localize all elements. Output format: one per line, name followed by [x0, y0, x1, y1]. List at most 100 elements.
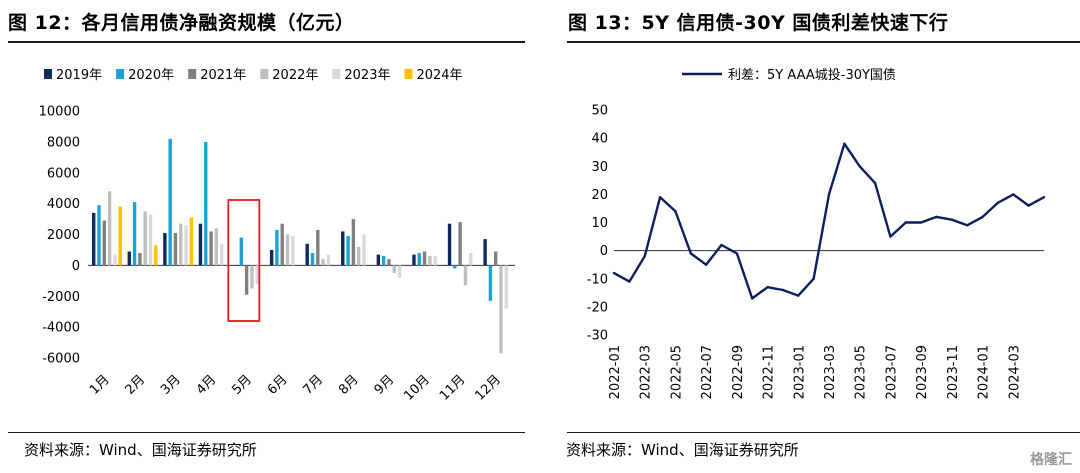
left-chart-panel: 图 12：各月信用债净融资规模（亿元） 2019年 2020年 2021年 2022年…	[8, 12, 525, 459]
bar-7月-2022年	[321, 259, 325, 266]
bar-3月-2022年	[179, 223, 183, 266]
data-point-2023-02	[812, 277, 815, 280]
y-tick-label-7: -4000	[42, 321, 80, 336]
y-tick-label-0: 10000	[39, 105, 80, 120]
y-tick-label-6: -10	[587, 272, 608, 287]
bar-8月-2021年	[351, 219, 356, 266]
left-title-rule	[8, 41, 525, 43]
bar-8月-2022年	[356, 246, 361, 266]
legend-label-0: 2019年	[56, 68, 102, 83]
data-point-2023-07	[889, 235, 892, 238]
x-tick-label-11: 12月	[473, 372, 504, 403]
bar-11月-2019年	[447, 223, 452, 266]
bar-1月-2022年	[107, 191, 112, 266]
y-tick-label-1: 40	[591, 132, 608, 147]
bar-legend: 2019年 2020年 2021年 2022年 2023年 2024年	[44, 68, 463, 83]
data-point-2024-04	[1027, 204, 1030, 207]
x-tick-label-5: 2022-11	[762, 345, 777, 399]
x-tick-label-7: 2023-03	[823, 345, 838, 399]
bar-9月-2019年	[376, 254, 381, 266]
x-tick-label-13: 2024-03	[1007, 345, 1022, 399]
left-chart-source: 资料来源：Wind、国海证券研究所	[24, 441, 257, 459]
x-tick-label-12: 2024-01	[977, 345, 992, 399]
right-chart-source: 资料来源：Wind、国海证券研究所	[566, 441, 799, 459]
bar-7月-2019年	[305, 243, 309, 266]
bar-12月-2021年	[494, 251, 498, 266]
y-tick-label-4: 2000	[47, 228, 80, 243]
bar-1月-2020年	[97, 205, 101, 266]
data-point-2024-03	[1012, 193, 1015, 196]
data-point-2024-01	[981, 215, 984, 219]
right-chart-title: 图 13：5Y 信用债-30Y 国债利差快速下行	[568, 12, 949, 34]
bar-1月-2021年	[102, 220, 106, 266]
y-tick-label-5: 0	[72, 259, 80, 274]
data-point-2023-01	[797, 294, 800, 297]
bar-4月-2021年	[209, 231, 213, 266]
bar-3月-2023年	[184, 225, 188, 266]
bar-9月-2021年	[387, 259, 391, 266]
y-tick-label-0: 50	[591, 104, 608, 119]
bar-6月-2023年	[291, 236, 295, 266]
right-source-rule	[567, 432, 1080, 433]
data-point-2022-04	[658, 195, 662, 199]
bar-11月-2020年	[453, 265, 457, 269]
bar-7月-2021年	[316, 229, 320, 266]
bar-6月-2021年	[280, 223, 284, 266]
x-tick-label-3: 2022-07	[700, 345, 715, 399]
x-tick-label-1: 2022-03	[639, 345, 654, 399]
x-tick-label-1: 2月	[123, 372, 149, 398]
data-point-2023-08	[904, 221, 907, 224]
legend-label-1: 2020年	[128, 68, 174, 83]
bar-6月-2020年	[275, 229, 279, 266]
legend-label-2: 2021年	[200, 68, 246, 83]
y-tick-label-2: 6000	[47, 166, 80, 181]
x-tick-label-8: 9月	[372, 372, 398, 398]
x-tick-label-4: 2022-09	[731, 345, 746, 399]
x-tick-label-0: 2022-01	[608, 345, 623, 399]
bar-10月-2023年	[433, 256, 437, 266]
bar-2月-2020年	[132, 202, 137, 266]
legend-swatch-3	[260, 69, 269, 79]
line-chart: 利差：5Y AAA城投-30Y国债50403020100-10-20-30202…	[587, 67, 1046, 399]
data-point-2022-08	[720, 243, 723, 247]
x-tick-label-11: 2023-11	[946, 345, 961, 399]
data-point-2023-09	[919, 221, 923, 224]
bar-chart: 2019年 2020年 2021年 2022年 2023年 2024年 10000 8000 6…	[39, 68, 515, 404]
x-tick-label-8: 2023-05	[854, 345, 869, 399]
x-tick-label-9: 2023-07	[884, 345, 899, 399]
highlight-box	[227, 199, 261, 322]
bar-3月-2024年	[189, 217, 194, 266]
bar-4月-2020年	[204, 141, 208, 266]
right-title-rule	[567, 41, 1080, 43]
x-tick-label-0: 1月	[87, 372, 113, 398]
x-tick-label-10: 2023-09	[915, 345, 930, 399]
data-point-2023-11	[950, 218, 954, 221]
bar-5月-2020年	[239, 237, 244, 266]
data-point-2022-02	[628, 280, 631, 283]
data-point-2023-05	[858, 165, 861, 168]
bar-3月-2021年	[173, 232, 178, 266]
bar-8月-2020年	[346, 236, 350, 266]
bar-8月-2019年	[341, 231, 345, 266]
bar-11月-2022年	[463, 265, 468, 286]
legend-swatch-1	[116, 69, 125, 79]
legend-label-3: 2022年	[272, 68, 318, 83]
y-tick-label-4: 10	[591, 216, 608, 231]
y-tick-label-6: -2000	[42, 290, 80, 305]
y-tick-label-7: -20	[587, 300, 608, 315]
x-tick-label-6: 2023-01	[792, 345, 807, 399]
bar-4月-2022年	[214, 228, 219, 266]
data-point-2022-12	[781, 288, 785, 292]
bar-6月-2019年	[269, 249, 274, 266]
bar-10月-2021年	[422, 251, 427, 266]
data-point-2022-03	[643, 255, 646, 258]
data-point-2022-11	[766, 285, 769, 289]
legend-swatch-0	[44, 69, 52, 79]
x-tick-label-2: 3月	[158, 372, 184, 398]
data-point-2024-02	[996, 201, 1000, 205]
data-point-2023-12	[966, 224, 969, 227]
bar-3月-2019年	[163, 232, 167, 266]
legend-swatch-2	[188, 69, 197, 79]
bar-2月-2022年	[143, 211, 147, 266]
bar-2月-2021年	[138, 253, 142, 266]
